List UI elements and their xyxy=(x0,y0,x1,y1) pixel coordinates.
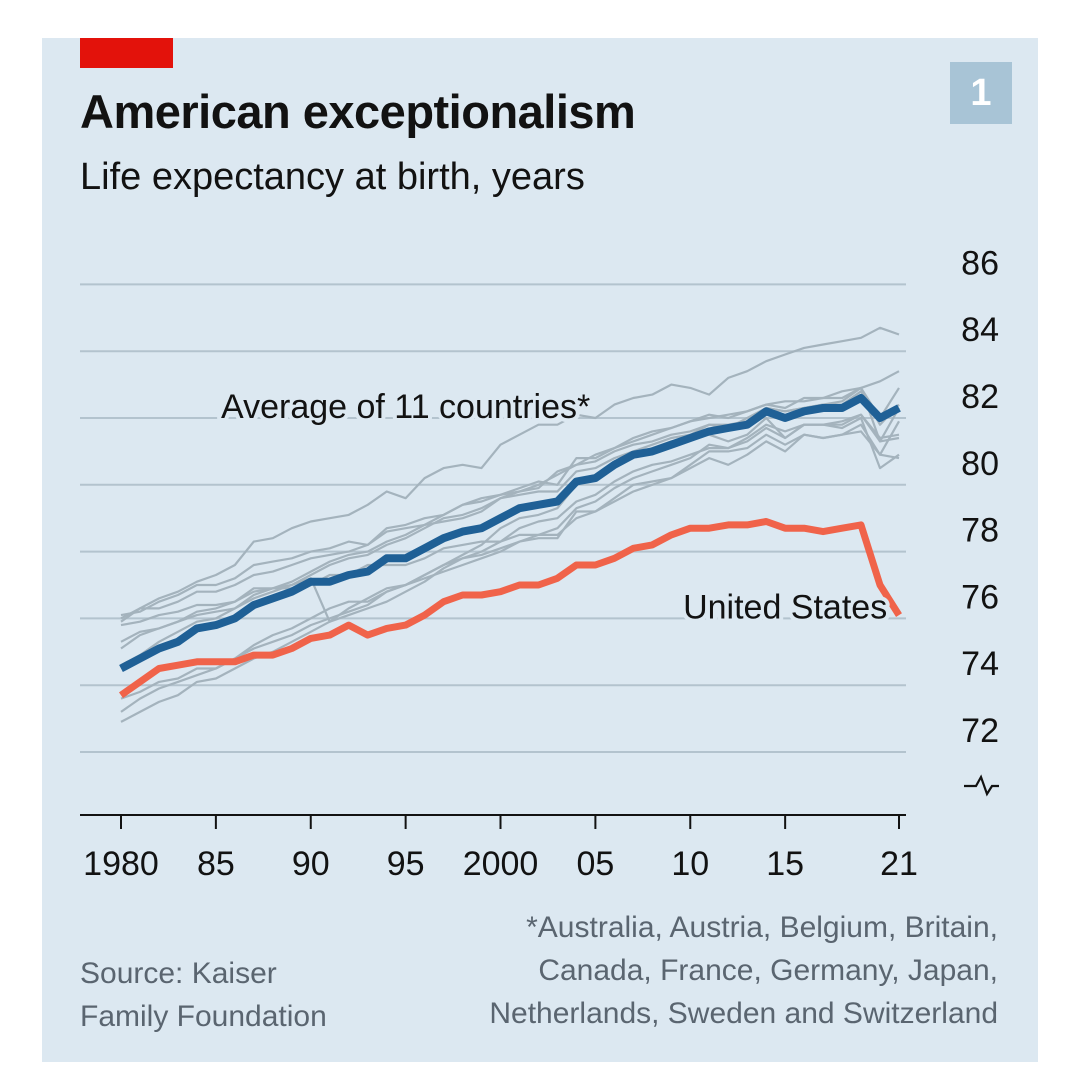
source-note: Source: Kaiser Family Foundation xyxy=(80,952,327,1038)
country-line-4 xyxy=(120,430,900,713)
y-tick-label: 76 xyxy=(961,578,999,616)
source-line-2: Family Foundation xyxy=(80,1000,327,1033)
country-line-7 xyxy=(120,413,900,627)
x-tick-label: 21 xyxy=(880,845,918,883)
footnote-line-2: Canada, France, Germany, Japan, xyxy=(538,954,998,987)
country-line-5 xyxy=(120,386,900,643)
average-line xyxy=(119,394,901,673)
x-tick-label: 85 xyxy=(197,845,235,883)
x-tick-label: 95 xyxy=(387,845,425,883)
country-line-3 xyxy=(120,420,900,700)
x-tick-label: 2000 xyxy=(463,845,539,883)
y-tick-label: 82 xyxy=(961,378,999,416)
chart-title: American exceptionalism xyxy=(80,85,636,138)
series-labels: Average of 11 countries* United States xyxy=(217,384,891,630)
y-tick-label: 86 xyxy=(961,244,999,282)
chart-number-badge: 1 xyxy=(950,62,1012,124)
footnote-line-3: Netherlands, Sweden and Switzerland xyxy=(489,997,998,1030)
x-tick-label: 15 xyxy=(766,845,804,883)
footnote: *Australia, Austria, Belgium, Britain, C… xyxy=(489,906,998,1035)
y-tick-label: 72 xyxy=(961,712,999,750)
axes: 72 74 76 78 80 82 84 86 1980 85 90 95 2000 05 10 15 21 xyxy=(80,244,999,883)
x-tick-label: 90 xyxy=(292,845,330,883)
main-lines xyxy=(118,394,902,699)
us-line xyxy=(118,518,902,699)
country-line-9 xyxy=(120,326,900,623)
y-tick-label: 80 xyxy=(961,445,999,483)
x-tick-label: 1980 xyxy=(83,845,159,883)
average-series-label: Average of 11 countries* xyxy=(221,388,590,426)
x-tick-label: 10 xyxy=(671,845,709,883)
x-tick-label: 05 xyxy=(576,845,614,883)
y-tick-label: 84 xyxy=(961,311,999,349)
y-tick-label: 74 xyxy=(961,645,999,683)
y-tick-label: 78 xyxy=(961,512,999,550)
footnote-line-1: *Australia, Austria, Belgium, Britain, xyxy=(526,911,998,944)
country-line-10 xyxy=(120,416,900,650)
us-series-label: United States xyxy=(683,588,887,626)
chart-subtitle: Life expectancy at birth, years xyxy=(80,156,585,198)
country-line-2 xyxy=(120,413,900,723)
axis-break-icon xyxy=(964,774,999,797)
source-line-1: Source: Kaiser xyxy=(80,957,277,990)
brand-red-tag xyxy=(80,38,173,68)
